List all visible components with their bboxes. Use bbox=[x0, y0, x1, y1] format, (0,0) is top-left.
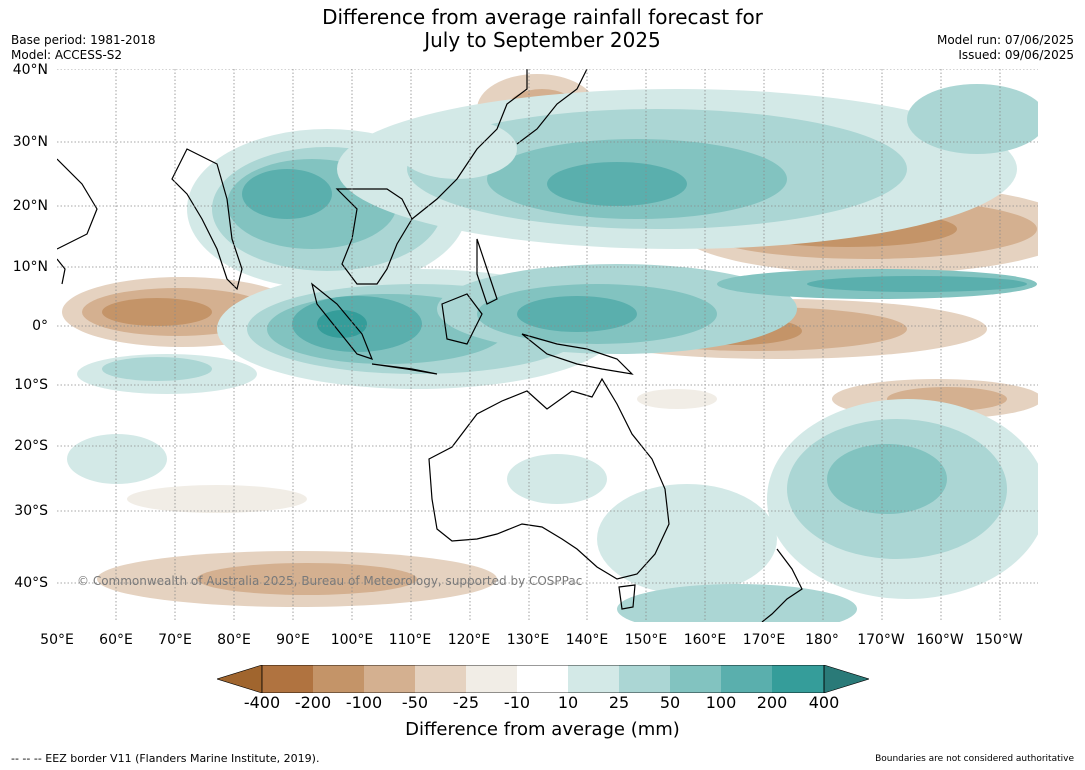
model-text: Model: ACCESS-S2 bbox=[11, 48, 123, 62]
eez-border-note: -- -- -- EEZ border V11 (Flanders Marine… bbox=[11, 752, 320, 765]
colorbar-tick-label: -400 bbox=[243, 693, 281, 712]
java-coastline bbox=[371, 363, 438, 375]
colorbar-segment bbox=[670, 665, 721, 693]
lon-label: 50°E bbox=[40, 632, 74, 648]
wet-region bbox=[547, 162, 687, 206]
india-coastline bbox=[171, 148, 243, 291]
dry-region bbox=[197, 563, 417, 595]
colorbar-segment bbox=[466, 665, 517, 693]
lat-label: 0° bbox=[32, 318, 48, 334]
colorbar-tick-label: 400 bbox=[808, 693, 840, 712]
colorbar-tick-label: 200 bbox=[756, 693, 788, 712]
lon-label: 150°W bbox=[975, 632, 1023, 648]
base-period-text: Base period: 1981-2018 bbox=[11, 33, 156, 47]
colorbar-segment bbox=[415, 665, 466, 693]
rainfall-anomaly-map bbox=[57, 69, 1038, 622]
colorbar-tick-label: 100 bbox=[705, 693, 737, 712]
lon-label: 170°E bbox=[742, 632, 786, 648]
wet-region bbox=[907, 84, 1038, 154]
colorbar-tick-label: -200 bbox=[294, 693, 332, 712]
new-guinea-coastline bbox=[521, 333, 634, 375]
indochina-coastline bbox=[335, 188, 413, 285]
colorbar-high-extend bbox=[823, 665, 869, 693]
colorbar-segment bbox=[772, 665, 824, 693]
colorbar-segment bbox=[364, 665, 415, 693]
map-canvas bbox=[57, 69, 1038, 622]
lon-label: 160°W bbox=[916, 632, 964, 648]
tasmania-coastline bbox=[618, 584, 636, 610]
wet-region bbox=[397, 119, 517, 179]
arabia-coastline bbox=[57, 158, 98, 250]
lon-label: 120°E bbox=[447, 632, 491, 648]
wet-region bbox=[242, 169, 332, 219]
lat-label: 20°N bbox=[12, 198, 48, 214]
colorbar-segment bbox=[721, 665, 772, 693]
wet-region bbox=[517, 296, 637, 332]
wet-region bbox=[597, 484, 777, 594]
wet-region bbox=[827, 444, 947, 514]
model-run-text: Model run: 07/06/2025 bbox=[936, 33, 1074, 47]
colorbar-tick-label: -25 bbox=[452, 693, 480, 712]
lon-label: 80°E bbox=[217, 632, 251, 648]
dry-region bbox=[127, 485, 307, 513]
wet-region bbox=[102, 357, 212, 381]
lon-label: 140°E bbox=[565, 632, 609, 648]
graticule bbox=[57, 69, 1038, 622]
lat-label: 20°S bbox=[14, 438, 48, 454]
lon-label: 150°E bbox=[624, 632, 668, 648]
china-coastline bbox=[411, 69, 528, 220]
africa-coastline bbox=[57, 258, 66, 285]
coastlines bbox=[57, 69, 803, 622]
map-title-line2: July to September 2025 bbox=[424, 28, 661, 52]
lat-label: 40°N bbox=[12, 62, 48, 78]
colorbar-tick-label: 50 bbox=[659, 693, 681, 712]
lon-label: 170°W bbox=[857, 632, 905, 648]
sumatra-coastline bbox=[310, 282, 374, 360]
lon-label: 70°E bbox=[158, 632, 192, 648]
lon-label: 60°E bbox=[99, 632, 133, 648]
map-title-line1: Difference from average rainfall forecas… bbox=[322, 5, 763, 29]
colorbar-tick-label: 25 bbox=[608, 693, 630, 712]
colorbar-tick-label: -50 bbox=[401, 693, 429, 712]
wet-region bbox=[67, 434, 167, 484]
colorbar-segment bbox=[517, 665, 568, 693]
lat-label: 30°N bbox=[12, 134, 48, 150]
dry-region bbox=[102, 298, 212, 326]
lon-label: 130°E bbox=[506, 632, 550, 648]
colorbar-low-extend bbox=[217, 665, 263, 693]
lon-label: 110°E bbox=[388, 632, 432, 648]
australia-coastline bbox=[428, 377, 670, 580]
borneo-coastline bbox=[441, 293, 483, 345]
copyright-notice: © Commonwealth of Australia 2025, Bureau… bbox=[77, 574, 583, 588]
colorbar-tick-label: 10 bbox=[557, 693, 579, 712]
lon-label: 90°E bbox=[276, 632, 310, 648]
lon-label: 160°E bbox=[683, 632, 727, 648]
wet-region bbox=[317, 310, 367, 338]
colorbar-segment bbox=[313, 665, 364, 693]
colorbar-segment bbox=[262, 665, 313, 693]
lat-label: 10°S bbox=[14, 377, 48, 393]
lat-label: 10°N bbox=[12, 259, 48, 275]
lat-label: 30°S bbox=[14, 503, 48, 519]
dry-region bbox=[637, 389, 717, 409]
lon-label: 180° bbox=[805, 632, 839, 648]
lat-label: 40°S bbox=[14, 575, 48, 591]
colorbar bbox=[217, 665, 869, 693]
colorbar-tick-label: -100 bbox=[345, 693, 383, 712]
wet-region bbox=[617, 584, 857, 622]
philippines-coastline bbox=[476, 238, 498, 305]
colorbar-segment bbox=[619, 665, 670, 693]
colorbar-tick-label: -10 bbox=[503, 693, 531, 712]
new-zealand-coastline bbox=[761, 548, 803, 622]
issued-text: Issued: 09/06/2025 bbox=[958, 48, 1074, 62]
boundaries-disclaimer: Boundaries are not considered authoritat… bbox=[875, 754, 1074, 764]
lon-label: 100°E bbox=[330, 632, 374, 648]
colorbar-title: Difference from average (mm) bbox=[405, 719, 680, 740]
japan-coastline bbox=[516, 69, 588, 145]
wet-anomaly-regions bbox=[67, 84, 1038, 622]
colorbar-segment bbox=[568, 665, 619, 693]
wet-region bbox=[507, 454, 607, 504]
wet-region bbox=[807, 276, 1027, 292]
